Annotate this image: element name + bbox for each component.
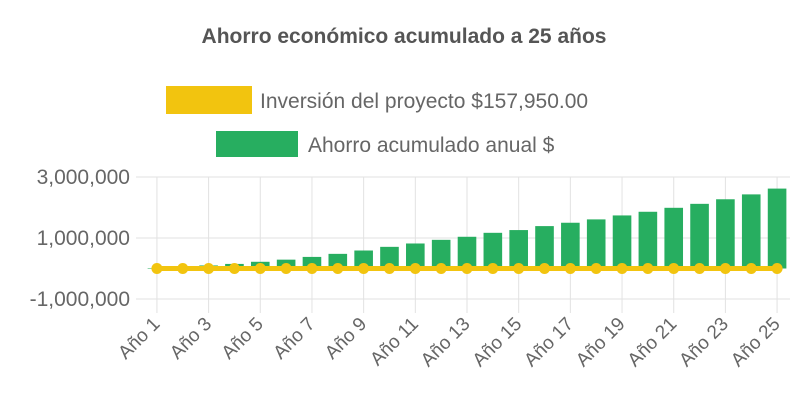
line-point[interactable] (435, 263, 447, 274)
legend-swatch-ahorro (216, 131, 298, 157)
line-point[interactable] (745, 263, 757, 274)
bar[interactable] (328, 253, 348, 269)
line-point[interactable] (719, 263, 731, 274)
legend-item-ahorro[interactable]: Ahorro acumulado anual $ (216, 131, 555, 157)
y-tick-label: 3,000,000 (37, 166, 130, 189)
line-point[interactable] (771, 263, 783, 274)
line-point[interactable] (203, 263, 215, 274)
y-tick-label: -1,000,000 (30, 288, 130, 311)
x-tick-label: Año 7 (270, 314, 320, 364)
bar[interactable] (302, 256, 322, 269)
bar[interactable] (586, 219, 606, 269)
line-point[interactable] (461, 263, 473, 274)
x-tick-label: Año 9 (321, 314, 371, 364)
bar[interactable] (431, 239, 451, 269)
x-tick-label: Año 3 (166, 314, 216, 364)
x-tick-label: Año 1 (114, 314, 164, 364)
x-tick-label: Año 17 (520, 314, 577, 371)
bar[interactable] (690, 203, 709, 269)
bar[interactable] (457, 236, 477, 269)
line-point[interactable] (590, 263, 602, 274)
line-point[interactable] (642, 263, 654, 274)
line-point[interactable] (564, 263, 576, 274)
y-axis-ticks: 3,000,000 1,000,000 -1,000,000 (30, 166, 130, 311)
x-tick-label: Año 23 (675, 314, 732, 371)
legend: Inversión del proyecto $157,950.00 Ahorr… (166, 86, 588, 157)
bar[interactable] (380, 246, 399, 269)
bar[interactable] (354, 250, 373, 269)
legend-item-inversion[interactable]: Inversión del proyecto $157,950.00 (166, 86, 588, 114)
line-point[interactable] (280, 263, 292, 274)
x-tick-label: Año 15 (469, 314, 526, 371)
bar[interactable] (612, 215, 632, 269)
bar[interactable] (664, 207, 684, 269)
line-point[interactable] (358, 263, 370, 274)
line-series (151, 263, 783, 274)
bar[interactable] (638, 211, 658, 269)
bar[interactable] (535, 226, 554, 269)
bar[interactable] (406, 243, 425, 269)
line-point[interactable] (228, 263, 240, 274)
legend-label-inversion: Inversión del proyecto $157,950.00 (260, 90, 588, 113)
bar[interactable] (561, 222, 580, 269)
legend-swatch-inversion (166, 86, 252, 114)
line-point[interactable] (177, 263, 189, 274)
line-point[interactable] (616, 263, 628, 274)
line-point[interactable] (151, 263, 163, 274)
bar[interactable] (741, 194, 761, 269)
legend-label-ahorro: Ahorro acumulado anual $ (308, 134, 555, 157)
bar[interactable] (509, 230, 528, 269)
x-tick-label: Año 11 (366, 314, 422, 370)
bar[interactable] (716, 199, 735, 269)
bar[interactable] (767, 188, 787, 269)
line-point[interactable] (487, 263, 499, 274)
x-tick-label: Año 19 (572, 314, 629, 371)
y-tick-label: 1,000,000 (37, 227, 130, 250)
line-point[interactable] (409, 263, 421, 274)
bar[interactable] (483, 232, 503, 269)
x-tick-label: Año 13 (417, 314, 474, 371)
x-tick-label: Año 25 (727, 314, 784, 371)
x-tick-label: Año 5 (218, 314, 268, 364)
line-point[interactable] (306, 263, 318, 274)
line-point[interactable] (539, 263, 551, 274)
line-point[interactable] (332, 263, 344, 274)
line-point[interactable] (254, 263, 266, 274)
line-point[interactable] (694, 263, 706, 274)
line-point[interactable] (513, 263, 525, 274)
x-tick-label: Año 21 (624, 314, 681, 371)
line-point[interactable] (383, 263, 395, 274)
chart-title: Ahorro económico acumulado a 25 años (202, 25, 607, 48)
line-point[interactable] (668, 263, 680, 274)
